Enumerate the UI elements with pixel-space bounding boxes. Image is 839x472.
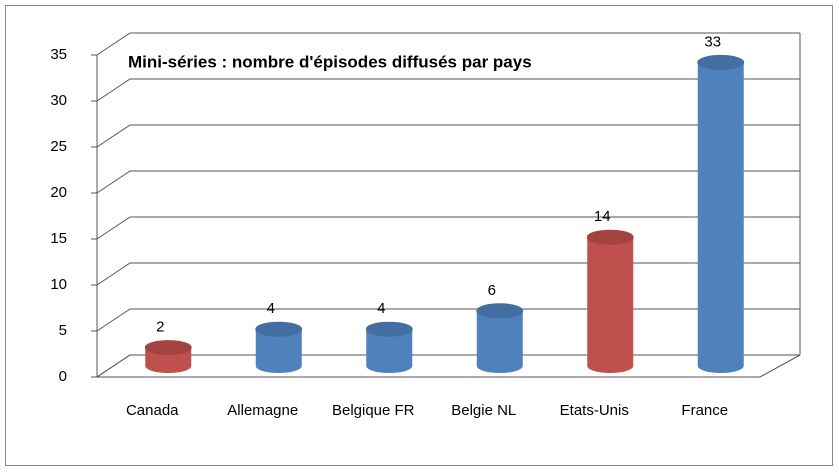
y-tick-label: 25 — [50, 138, 67, 155]
data-label: 6 — [488, 282, 496, 299]
bar — [697, 54, 745, 373]
x-tick-label: Etats-Unis — [559, 402, 629, 419]
bar-top — [255, 321, 303, 337]
x-tick-label: Belgique FR — [331, 402, 415, 419]
bar-top — [697, 54, 745, 70]
y-tick-label: 30 — [50, 92, 67, 109]
bar — [255, 321, 303, 374]
data-label: 4 — [267, 300, 275, 317]
grid-line — [96, 354, 800, 378]
bar-top — [144, 340, 192, 356]
x-tick-label: France — [681, 402, 729, 419]
bar-top — [365, 321, 413, 337]
bar — [586, 229, 634, 374]
bar-top — [586, 229, 634, 245]
data-label: 33 — [704, 33, 721, 50]
bar-body — [587, 237, 634, 374]
y-tick-label: 5 — [59, 322, 67, 339]
data-label: 14 — [594, 208, 611, 225]
chart-border — [5, 5, 833, 466]
data-label: 2 — [156, 319, 164, 336]
grid-line — [96, 308, 800, 332]
y-tick-label: 10 — [50, 276, 67, 293]
grid-line — [96, 124, 800, 148]
bar-body — [366, 329, 413, 374]
y-tick-label: 0 — [59, 368, 67, 385]
data-label: 4 — [377, 300, 385, 317]
bar — [365, 321, 413, 374]
y-tick-label: 15 — [50, 230, 67, 247]
y-tick-label: 35 — [50, 46, 67, 63]
x-tick-label: Belgie NL — [451, 402, 517, 419]
bar-body — [255, 329, 302, 374]
x-tick-label: Allemagne — [227, 402, 299, 419]
bar — [144, 340, 192, 374]
grid-line — [96, 170, 800, 194]
bar-body — [697, 62, 744, 373]
chart-title: Mini-séries : nombre d'épisodes diffusés… — [128, 52, 532, 71]
x-tick-label: Canada — [125, 402, 179, 419]
grid-line — [96, 262, 800, 286]
bar-body — [476, 310, 523, 374]
grid-line — [96, 78, 800, 102]
bar — [476, 303, 524, 374]
bar-top — [476, 303, 524, 319]
y-tick-label: 20 — [50, 184, 67, 201]
grid-line — [96, 216, 800, 240]
grid-line — [96, 32, 800, 56]
